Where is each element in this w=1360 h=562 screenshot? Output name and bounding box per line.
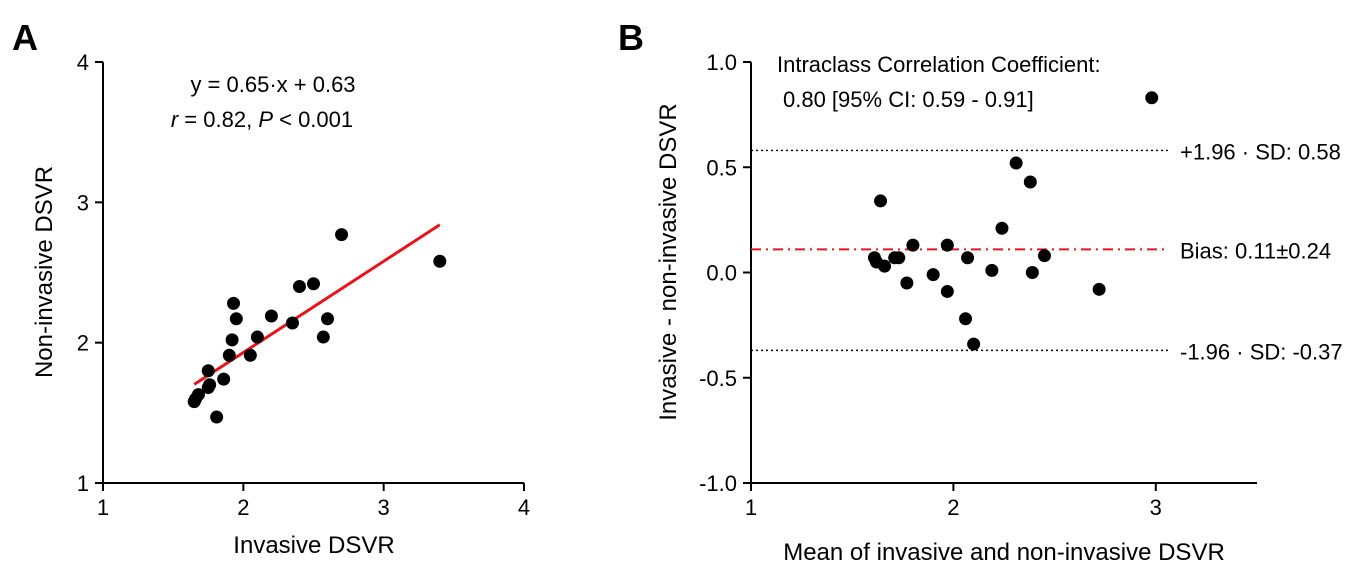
panel-b-data-point	[900, 276, 914, 290]
panel-b-icc-title: Intraclass Correlation Coefficient:	[777, 52, 1101, 77]
panel-a-y-tick-label: 2	[77, 331, 89, 356]
panel-b-data-point	[1023, 175, 1037, 189]
panel-a-data-point	[210, 410, 224, 424]
panel-a-x-tick-label: 1	[97, 495, 109, 520]
panel-a-data-point	[222, 348, 236, 362]
panel-b-data-point	[940, 238, 954, 252]
panel-a-points	[187, 228, 447, 424]
panel-b-letter: B	[618, 17, 644, 58]
panel-a-data-point	[229, 312, 243, 326]
panel-a-data-point	[321, 312, 335, 326]
panel-b-data-point	[1037, 249, 1051, 263]
panel-b-data-point	[926, 268, 940, 282]
panel-a-data-point	[264, 309, 278, 323]
panel-a: A 1 2 3 4 1 2 3 4 y = 0.65·x + 0.63 r = 0.82, …	[12, 17, 530, 559]
panel-b-points	[867, 91, 1159, 351]
panel-b-y-ticks: -1.0 -0.5 0.0 0.5 1.0	[699, 50, 751, 496]
panel-b-data-point	[878, 259, 892, 273]
panel-b: B 1 2 3 -1.0 -0.5 0.0 0.5 1.0 +1.96 · SD: 0.58…	[618, 17, 1343, 562]
panel-a-x-ticks: 1 2 3 4	[97, 483, 530, 520]
panel-a-x-axis-title: Invasive DSVR	[233, 532, 394, 559]
panel-a-x-tick-label: 4	[518, 495, 530, 520]
panel-a-y-axis-title: Non-invasive DSVR	[31, 166, 58, 378]
panel-a-data-point	[250, 330, 264, 344]
panel-a-data-point	[307, 277, 320, 291]
panel-a-r-symbol: r	[171, 107, 180, 132]
panel-a-data-point	[225, 333, 239, 347]
panel-b-y-tick-label: 0.5	[706, 155, 737, 180]
panel-a-letter: A	[12, 17, 38, 58]
panel-b-data-point	[906, 238, 920, 252]
panel-b-data-point	[940, 284, 954, 298]
panel-b-y-tick-label: 0.0	[706, 261, 737, 286]
panel-a-data-point	[243, 348, 257, 362]
panel-a-y-tick-label: 4	[77, 50, 89, 75]
panel-b-icc-value: 0.80 [95% CI: 0.59 - 0.91]	[783, 87, 1034, 112]
panel-a-data-point	[201, 364, 215, 378]
panel-b-x-tick-label: 1	[745, 495, 757, 520]
panel-b-data-point	[1145, 91, 1159, 105]
panel-b-y-tick-label: 1.0	[706, 50, 737, 75]
panel-b-lower-limit-label: -1.96 · SD: -0.37	[1180, 339, 1343, 364]
panel-b-data-point	[995, 221, 1009, 235]
panel-a-data-point	[433, 254, 447, 268]
panel-b-data-point	[874, 194, 888, 208]
panel-b-data-point	[1009, 156, 1023, 170]
panel-a-stats: r = 0.82, P < 0.001	[171, 107, 353, 132]
panel-b-x-axis-title: Mean of invasive and non-invasive DSVR	[783, 539, 1225, 562]
panel-a-equation: y = 0.65·x + 0.63	[190, 72, 355, 97]
panel-a-p-symbol: P	[258, 107, 273, 132]
panel-a-data-point	[285, 316, 299, 330]
panel-b-y-axis-title: Invasive - non-invasive DSVR	[655, 103, 682, 420]
panel-a-data-point	[292, 280, 306, 294]
panel-b-y-tick-label: -1.0	[699, 471, 737, 496]
panel-b-x-tick-label: 2	[947, 495, 959, 520]
panel-b-bias-label: Bias: 0.11±0.24	[1180, 238, 1331, 263]
panel-a-r-value: = 0.82,	[178, 107, 258, 132]
panel-b-data-point	[1092, 282, 1106, 296]
panel-a-data-point	[217, 372, 231, 386]
panel-a-y-tick-label: 3	[77, 190, 89, 215]
panel-b-data-point	[967, 337, 981, 351]
panel-b-data-point	[961, 251, 975, 265]
panel-b-x-tick-label: 3	[1150, 495, 1162, 520]
panel-a-data-point	[316, 330, 330, 344]
panel-b-data-point	[959, 312, 973, 326]
panel-a-data-point	[191, 388, 205, 402]
panel-a-data-point	[227, 296, 241, 310]
panel-b-data-point	[892, 251, 906, 265]
panel-b-x-ticks: 1 2 3	[745, 483, 1162, 520]
panel-a-x-tick-label: 2	[237, 495, 249, 520]
panel-a-y-ticks: 1 2 3 4	[77, 50, 103, 496]
panel-a-x-tick-label: 3	[378, 495, 390, 520]
panel-b-y-tick-label: -0.5	[699, 366, 737, 391]
panel-b-data-point	[985, 263, 999, 277]
panel-a-p-value: < 0.001	[273, 107, 353, 132]
panel-a-y-tick-label: 1	[77, 471, 89, 496]
panel-b-data-point	[1025, 266, 1039, 279]
panel-b-upper-limit-label: +1.96 · SD: 0.58	[1180, 139, 1341, 164]
panel-a-data-point	[335, 228, 349, 242]
panel-a-data-point	[203, 378, 217, 392]
